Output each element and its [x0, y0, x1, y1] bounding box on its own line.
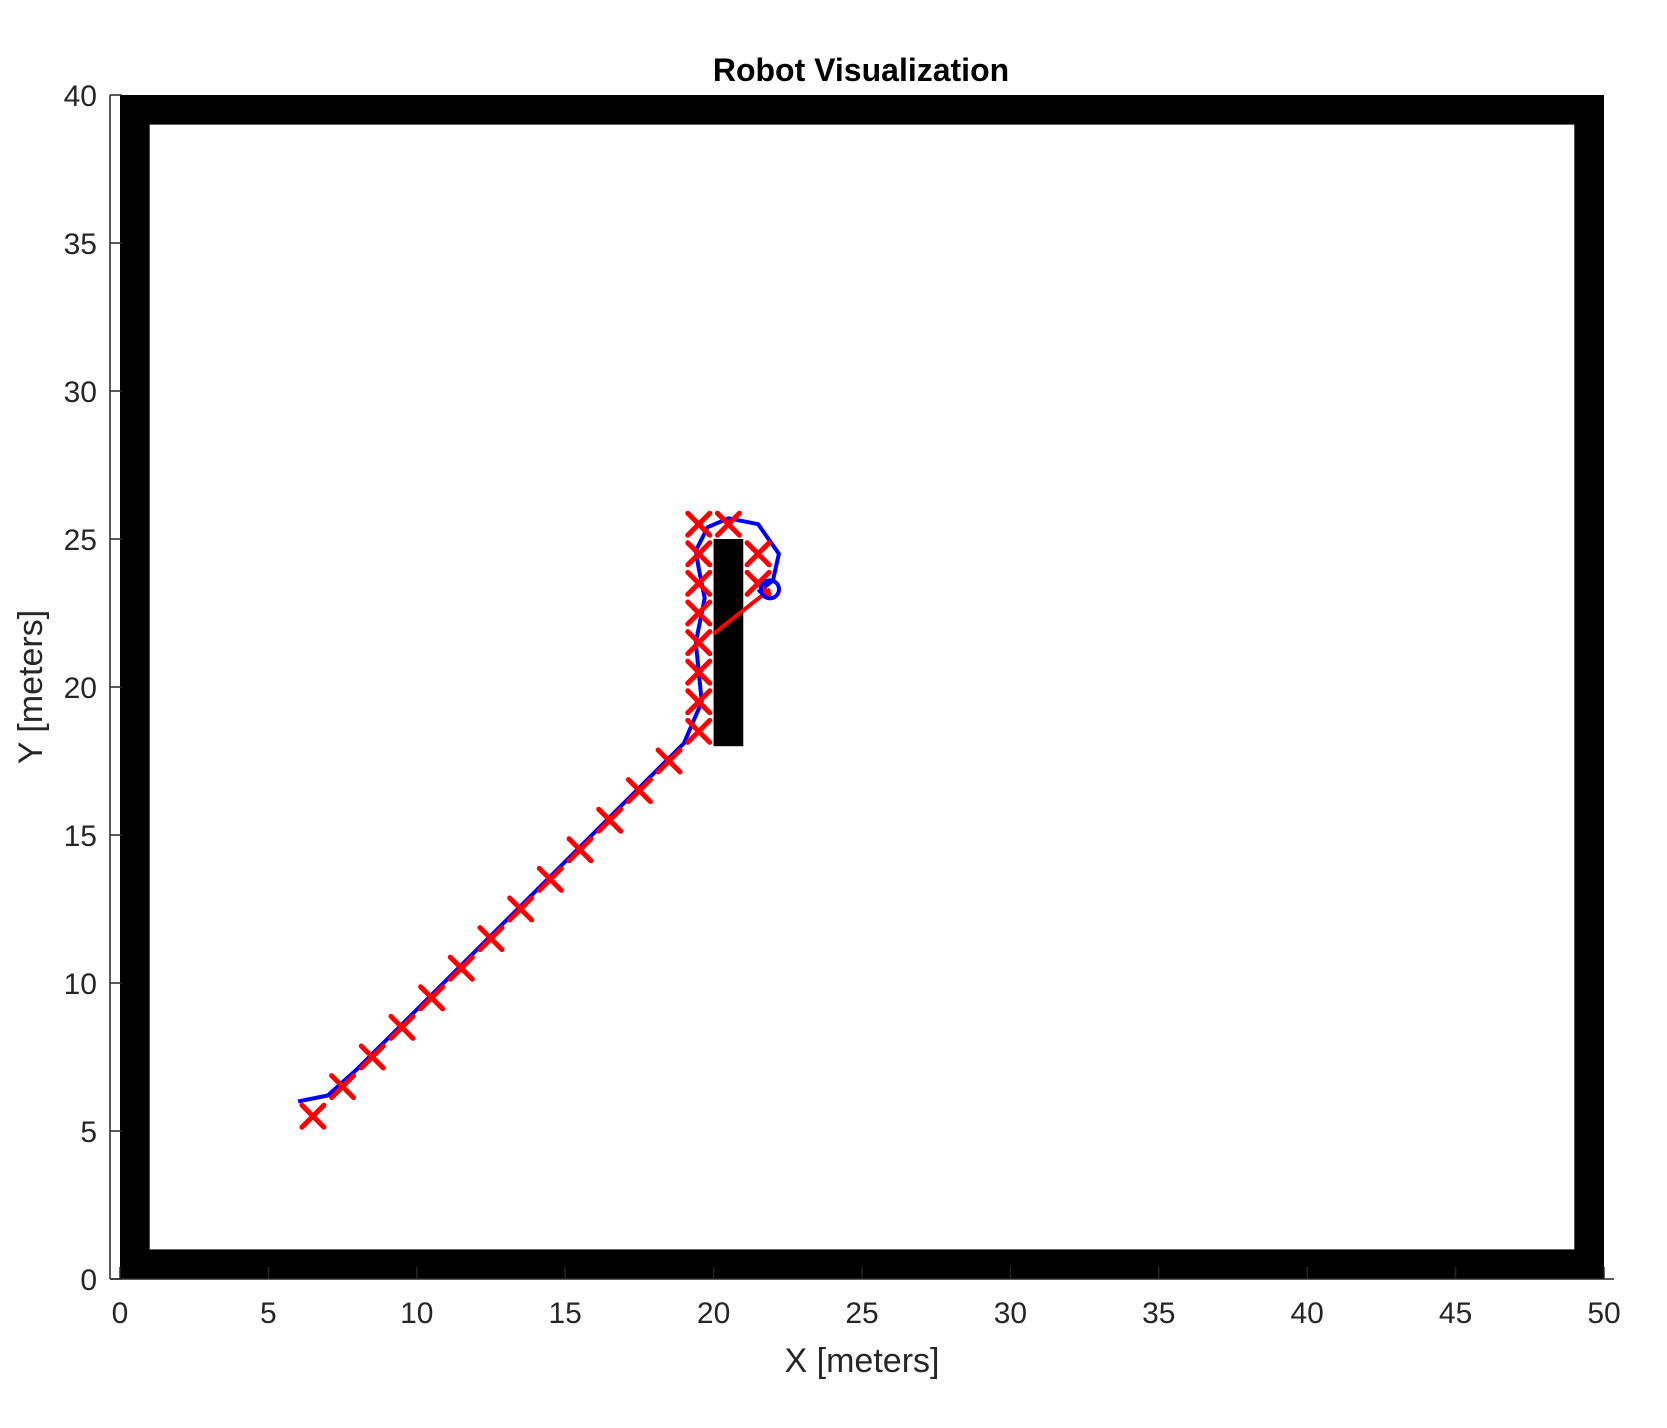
wall-top [120, 95, 1604, 125]
x-tick-label: 5 [260, 1297, 277, 1330]
waypoint-marker [685, 540, 713, 568]
x-ticks: 0 5 10 15 20 25 30 35 40 45 50 [112, 1267, 1621, 1330]
y-tick-label: 15 [64, 820, 97, 853]
waypoint-marker [536, 865, 564, 893]
chart-title: Robot Visualization [713, 52, 1009, 88]
y-tick-label: 30 [64, 376, 97, 409]
waypoint-marker [358, 1043, 386, 1071]
waypoint-marker [685, 510, 713, 538]
waypoint-marker [625, 777, 653, 805]
plot-area [120, 95, 1604, 1279]
x-tick-label: 15 [549, 1297, 582, 1330]
x-tick-label: 20 [697, 1297, 730, 1330]
robot-position-marker [758, 578, 781, 601]
wall-left [120, 95, 150, 1279]
waypoint-marker [507, 895, 535, 923]
y-tick-label: 5 [80, 1116, 97, 1149]
x-tick-label: 25 [845, 1297, 878, 1330]
waypoint-marker [685, 569, 713, 597]
heading-line [712, 587, 772, 636]
waypoint-marker [685, 629, 713, 657]
waypoint-marker [388, 1013, 416, 1041]
y-tick-label: 0 [80, 1264, 97, 1297]
waypoint-marker [685, 717, 713, 745]
y-tick-label: 20 [64, 672, 97, 705]
obstacle-wall [713, 539, 744, 747]
y-tick-label: 25 [64, 524, 97, 557]
waypoint-marker [299, 1102, 327, 1130]
waypoint-marker [685, 688, 713, 716]
waypoint-marker [655, 747, 683, 775]
x-tick-label: 50 [1587, 1297, 1620, 1330]
waypoint-marker [418, 984, 446, 1012]
waypoint-marker [329, 1073, 357, 1101]
waypoint-marker [447, 954, 475, 982]
wall-right [1574, 95, 1604, 1279]
waypoint-marker [714, 510, 742, 538]
waypoint-marker [566, 836, 594, 864]
x-tick-label: 30 [994, 1297, 1027, 1330]
x-tick-label: 35 [1142, 1297, 1175, 1330]
waypoint-marker [596, 806, 624, 834]
y-axis-label: Y [meters] [12, 610, 50, 764]
waypoint-marker [685, 599, 713, 627]
waypoint-marker [685, 658, 713, 686]
y-tick-label: 10 [64, 968, 97, 1001]
y-tick-label: 35 [64, 228, 97, 261]
y-ticks: 0 5 10 15 20 25 30 35 40 [64, 80, 122, 1297]
x-tick-label: 45 [1439, 1297, 1472, 1330]
x-tick-label: 10 [400, 1297, 433, 1330]
y-tick-label: 40 [64, 80, 97, 113]
x-tick-label: 40 [1291, 1297, 1324, 1330]
waypoint-marker [744, 540, 772, 568]
waypoint-marker [477, 925, 505, 953]
x-axis-label: X [meters] [785, 1342, 940, 1380]
x-tick-label: 0 [112, 1297, 129, 1330]
